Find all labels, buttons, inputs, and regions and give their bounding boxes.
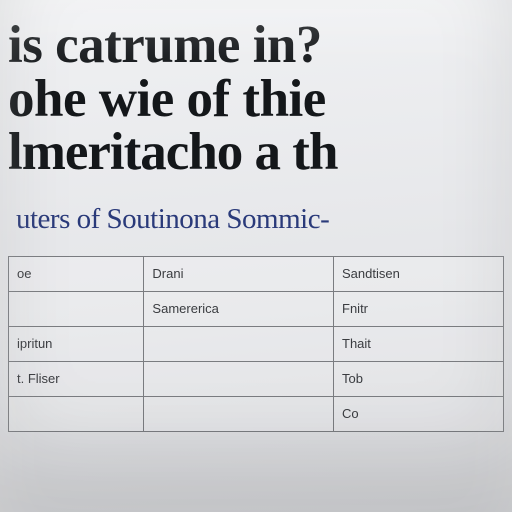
document-page: is catrume in? ohe wie of thie lmeritach… bbox=[0, 0, 512, 512]
table-row: Co bbox=[9, 396, 504, 431]
data-table-container: oe Drani Sandtisen Samererica Fnitr ipri… bbox=[0, 256, 512, 432]
table-row: Samererica Fnitr bbox=[9, 291, 504, 326]
cell bbox=[144, 396, 334, 431]
cell: Samererica bbox=[144, 291, 334, 326]
cell: t. Fliser bbox=[9, 361, 144, 396]
main-heading: is catrume in? ohe wie of thie lmeritach… bbox=[0, 18, 512, 181]
heading-line-3: lmeritacho a th bbox=[8, 125, 512, 181]
cell bbox=[144, 326, 334, 361]
cell bbox=[144, 361, 334, 396]
data-table: oe Drani Sandtisen Samererica Fnitr ipri… bbox=[8, 256, 504, 432]
cell: ipritun bbox=[9, 326, 144, 361]
heading-line-2: ohe wie of thie bbox=[8, 72, 512, 128]
heading-line-1: is catrume in? bbox=[8, 18, 512, 74]
table-row: t. Fliser Tob bbox=[9, 361, 504, 396]
cell: Fnitr bbox=[334, 291, 504, 326]
col-header-1: oe bbox=[9, 256, 144, 291]
cell: Tob bbox=[334, 361, 504, 396]
col-header-3: Sandtisen bbox=[334, 256, 504, 291]
table-row: ipritun Thait bbox=[9, 326, 504, 361]
cell: Co bbox=[334, 396, 504, 431]
cell bbox=[9, 396, 144, 431]
col-header-2: Drani bbox=[144, 256, 334, 291]
table-header-row: oe Drani Sandtisen bbox=[9, 256, 504, 291]
sub-heading: uters of Soutinona Sommic- bbox=[0, 203, 512, 236]
cell bbox=[9, 291, 144, 326]
cell: Thait bbox=[334, 326, 504, 361]
